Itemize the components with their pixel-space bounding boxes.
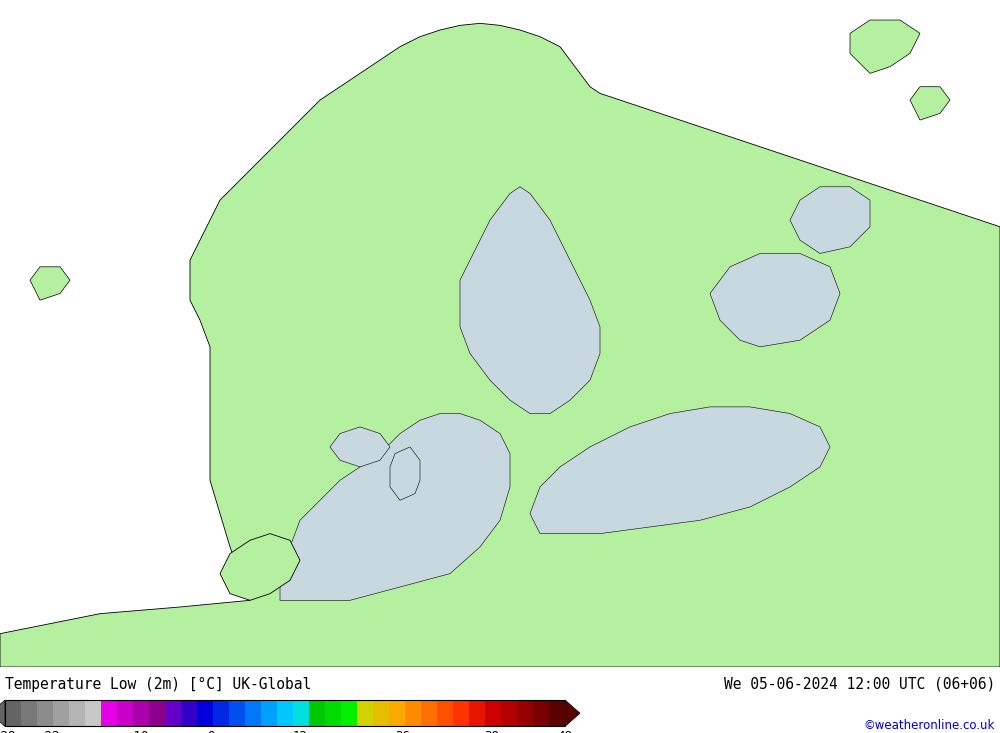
- Bar: [437, 700, 453, 726]
- Bar: [21, 700, 37, 726]
- Bar: [405, 700, 421, 726]
- Bar: [197, 700, 213, 726]
- Polygon shape: [280, 413, 510, 600]
- Text: -28: -28: [0, 730, 16, 733]
- Polygon shape: [0, 700, 5, 726]
- Bar: [389, 700, 405, 726]
- Polygon shape: [910, 86, 950, 120]
- Polygon shape: [790, 187, 870, 254]
- Bar: [5, 700, 565, 726]
- Text: -22: -22: [38, 730, 60, 733]
- Bar: [485, 700, 501, 726]
- Bar: [53, 700, 69, 726]
- Bar: [453, 700, 469, 726]
- Polygon shape: [390, 447, 420, 500]
- Bar: [245, 700, 261, 726]
- Text: -10: -10: [126, 730, 149, 733]
- Polygon shape: [710, 254, 840, 347]
- Bar: [373, 700, 389, 726]
- Polygon shape: [0, 23, 1000, 667]
- Polygon shape: [330, 427, 390, 467]
- Bar: [501, 700, 517, 726]
- Polygon shape: [220, 534, 300, 600]
- Bar: [5, 700, 21, 726]
- Text: 12: 12: [292, 730, 307, 733]
- Bar: [149, 700, 165, 726]
- Bar: [309, 700, 325, 726]
- Bar: [165, 700, 181, 726]
- Bar: [181, 700, 197, 726]
- Polygon shape: [530, 407, 830, 534]
- Bar: [85, 700, 101, 726]
- Bar: [325, 700, 341, 726]
- Text: Temperature Low (2m) [°C] UK-Global: Temperature Low (2m) [°C] UK-Global: [5, 677, 311, 692]
- Text: 0: 0: [208, 730, 215, 733]
- Bar: [133, 700, 149, 726]
- Text: 48: 48: [558, 730, 572, 733]
- Bar: [357, 700, 373, 726]
- Bar: [341, 700, 357, 726]
- Bar: [277, 700, 293, 726]
- Text: 38: 38: [484, 730, 499, 733]
- Polygon shape: [565, 700, 580, 726]
- Text: ©weatheronline.co.uk: ©weatheronline.co.uk: [864, 719, 995, 732]
- Bar: [469, 700, 485, 726]
- Bar: [229, 700, 245, 726]
- Bar: [293, 700, 309, 726]
- Bar: [549, 700, 565, 726]
- Bar: [117, 700, 133, 726]
- Text: 26: 26: [395, 730, 410, 733]
- Bar: [533, 700, 549, 726]
- Bar: [421, 700, 437, 726]
- Bar: [37, 700, 53, 726]
- Bar: [517, 700, 533, 726]
- Bar: [101, 700, 117, 726]
- Bar: [213, 700, 229, 726]
- Text: We 05-06-2024 12:00 UTC (06+06): We 05-06-2024 12:00 UTC (06+06): [724, 677, 995, 692]
- Polygon shape: [30, 267, 70, 301]
- Polygon shape: [460, 187, 600, 413]
- Bar: [261, 700, 277, 726]
- Bar: [69, 700, 85, 726]
- Polygon shape: [850, 20, 920, 73]
